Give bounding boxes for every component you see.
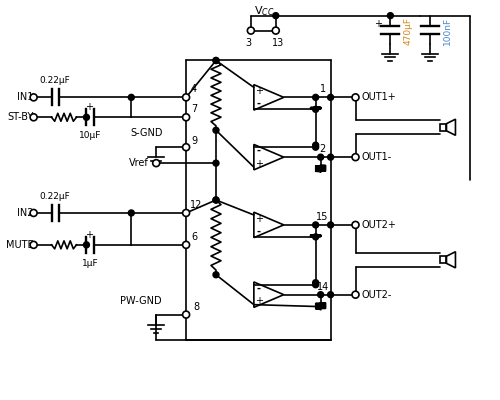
Circle shape	[248, 27, 254, 34]
Circle shape	[30, 114, 37, 121]
Text: OUT2-: OUT2-	[362, 290, 392, 300]
Circle shape	[182, 144, 190, 151]
Circle shape	[328, 94, 334, 100]
Circle shape	[213, 197, 219, 203]
Circle shape	[312, 222, 318, 228]
Text: 470μF: 470μF	[404, 16, 412, 44]
Circle shape	[328, 292, 334, 298]
Circle shape	[312, 144, 318, 150]
Text: 1: 1	[320, 84, 326, 94]
Circle shape	[182, 94, 190, 101]
Circle shape	[213, 58, 219, 64]
Text: -: -	[257, 283, 261, 293]
Circle shape	[182, 311, 190, 318]
Text: V$_{CC}$: V$_{CC}$	[254, 4, 274, 18]
Circle shape	[352, 222, 359, 228]
Circle shape	[318, 154, 324, 160]
Text: MUTE: MUTE	[6, 240, 34, 250]
Text: PW-GND: PW-GND	[120, 296, 162, 306]
Text: 7: 7	[191, 104, 197, 114]
Text: +: +	[374, 19, 382, 29]
Text: -: -	[257, 226, 261, 236]
Text: 10μF: 10μF	[79, 131, 102, 140]
Text: +: +	[255, 158, 263, 168]
Circle shape	[30, 94, 37, 101]
Text: 1μF: 1μF	[82, 259, 98, 268]
Text: OUT1-: OUT1-	[362, 152, 392, 162]
Circle shape	[328, 222, 334, 228]
Circle shape	[272, 27, 280, 34]
Text: 9: 9	[191, 136, 197, 146]
Text: 3: 3	[246, 38, 252, 48]
Circle shape	[312, 234, 318, 240]
Circle shape	[182, 210, 190, 216]
Bar	[440, 124, 446, 131]
Text: +: +	[86, 102, 94, 112]
Circle shape	[213, 127, 219, 133]
Circle shape	[388, 13, 394, 19]
Text: Vref: Vref	[128, 158, 148, 168]
Text: -: -	[257, 99, 261, 109]
Text: 2: 2	[320, 144, 326, 154]
Circle shape	[152, 160, 160, 167]
Circle shape	[213, 272, 219, 278]
Text: ST-BY: ST-BY	[7, 112, 34, 122]
Text: S-GND: S-GND	[130, 128, 162, 138]
Text: 15: 15	[316, 212, 329, 222]
Text: +: +	[86, 230, 94, 240]
Circle shape	[352, 94, 359, 101]
Text: OUT1+: OUT1+	[362, 92, 396, 102]
Circle shape	[182, 114, 190, 121]
Circle shape	[128, 210, 134, 216]
Circle shape	[213, 197, 219, 203]
Text: 4: 4	[191, 84, 197, 94]
Text: OUT2+: OUT2+	[362, 220, 396, 230]
Text: 100nF: 100nF	[443, 16, 452, 45]
Text: -: -	[257, 146, 261, 156]
Circle shape	[84, 242, 89, 248]
Text: +: +	[255, 214, 263, 224]
Text: 12: 12	[190, 200, 202, 210]
Circle shape	[213, 160, 219, 166]
Text: 6: 6	[191, 232, 197, 242]
Circle shape	[312, 94, 318, 100]
Text: 8: 8	[193, 302, 199, 312]
Circle shape	[128, 94, 134, 100]
Text: +: +	[255, 296, 263, 306]
Text: IN2: IN2	[17, 208, 34, 218]
Text: 0.22μF: 0.22μF	[39, 76, 70, 85]
Circle shape	[30, 241, 37, 248]
Circle shape	[312, 280, 318, 286]
Circle shape	[328, 154, 334, 160]
Circle shape	[213, 58, 219, 64]
Text: 14: 14	[316, 282, 328, 292]
Circle shape	[273, 13, 279, 19]
Circle shape	[352, 291, 359, 298]
Bar	[440, 256, 446, 263]
Circle shape	[84, 114, 89, 120]
Circle shape	[182, 241, 190, 248]
Text: 13: 13	[272, 38, 284, 48]
Circle shape	[312, 142, 318, 148]
Circle shape	[312, 282, 318, 288]
Circle shape	[318, 292, 324, 298]
Text: IN1: IN1	[17, 92, 34, 102]
Circle shape	[30, 210, 37, 216]
Text: +: +	[255, 86, 263, 96]
Circle shape	[352, 154, 359, 161]
Circle shape	[312, 106, 318, 112]
Text: 0.22μF: 0.22μF	[39, 192, 70, 201]
